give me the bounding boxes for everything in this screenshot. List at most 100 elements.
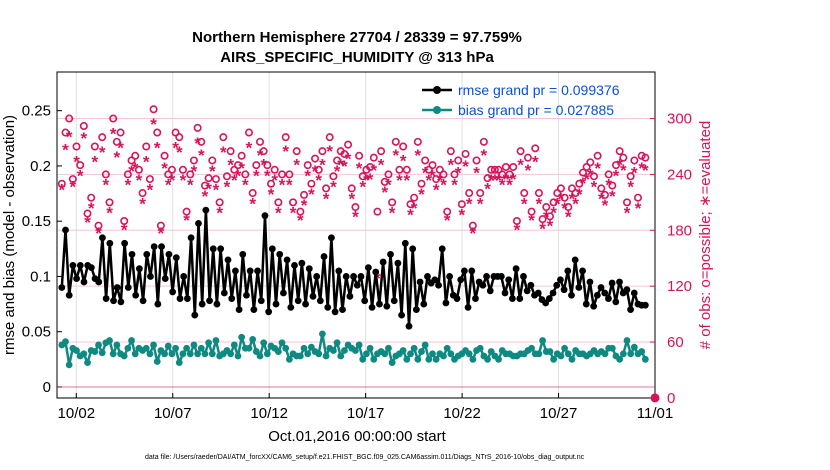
bias-point xyxy=(80,350,88,358)
footnote: data file: /Users/raeder/DAI/ATM_forcXX/… xyxy=(145,454,585,461)
rmse-point xyxy=(383,302,391,310)
obs-possible-point xyxy=(211,175,220,184)
bias-point xyxy=(124,344,132,352)
obs-evaluated-point: * xyxy=(143,152,150,171)
legend: rmse grand pr = 0.099376 bias grand pr =… xyxy=(422,82,620,118)
obs-evaluated-point: * xyxy=(235,166,242,185)
obs-evaluated-point: * xyxy=(297,211,304,230)
rmse-point xyxy=(564,267,572,275)
bias-point xyxy=(234,352,242,360)
obs-evaluated-point: * xyxy=(429,166,436,185)
bias-point xyxy=(337,352,345,360)
bias-point xyxy=(363,350,370,358)
obs-evaluated-point: * xyxy=(183,211,190,230)
obs-possible-point xyxy=(505,170,514,179)
rmse-point xyxy=(113,284,121,291)
obs-possible-point xyxy=(461,149,470,158)
obs-possible-point xyxy=(79,122,88,131)
obs-possible-point xyxy=(259,147,268,156)
obs-possible-point xyxy=(406,200,415,209)
obs-evaluated-point: * xyxy=(503,170,510,189)
obs-evaluated-point: * xyxy=(635,199,642,218)
y-right-tick-label-4: 240 xyxy=(667,166,692,183)
bias-point xyxy=(131,350,139,358)
rmse-point xyxy=(291,261,298,269)
bias-point xyxy=(352,347,359,354)
obs-possible-point xyxy=(274,198,283,207)
obs-evaluated-point: * xyxy=(257,146,264,165)
obs-evaluated-point: * xyxy=(216,204,223,223)
bias-point xyxy=(341,347,348,354)
obs-possible-point xyxy=(479,137,488,146)
bias-point xyxy=(172,344,179,352)
obs-possible-point xyxy=(410,193,419,202)
obs-possible-point xyxy=(593,151,602,160)
bias-point xyxy=(146,350,154,358)
bias-point xyxy=(484,355,491,363)
bias-point xyxy=(62,338,69,346)
obs-evaluated-point: * xyxy=(348,190,355,209)
obs-evaluated-point: * xyxy=(514,220,521,239)
rmse-point xyxy=(309,292,317,300)
obs-evaluated-point: * xyxy=(418,185,425,204)
bias-point xyxy=(557,352,565,360)
bias-point xyxy=(443,344,451,352)
bias-point xyxy=(410,344,418,352)
bias-point xyxy=(425,355,433,363)
rmse-point xyxy=(217,245,225,253)
bias-point xyxy=(208,350,216,358)
obs-evaluated-point: * xyxy=(319,155,326,174)
bias-point xyxy=(282,344,290,352)
obs-evaluated-point: * xyxy=(128,162,135,181)
obs-possible-point xyxy=(355,151,364,160)
rmse-point xyxy=(453,295,461,302)
obs-evaluated-point: * xyxy=(103,176,110,195)
obs-possible-point xyxy=(186,170,195,179)
obs-possible-point xyxy=(531,144,540,153)
obs-possible-point xyxy=(215,198,224,207)
obs-evaluated-point: * xyxy=(466,194,473,213)
obs-possible-point xyxy=(457,200,466,209)
obs-evaluated-point: * xyxy=(385,176,392,195)
obs-possible-point xyxy=(476,189,485,198)
y-right-axis-ticks: 0 60 120 180 240 300 xyxy=(650,111,692,407)
rmse-point xyxy=(161,275,169,283)
obs-possible-point xyxy=(501,162,510,171)
obs-end-marker xyxy=(650,393,660,403)
bias-point xyxy=(616,355,624,363)
bias-point xyxy=(627,350,635,358)
obs-evaluated-point: * xyxy=(561,199,568,218)
obs-possible-point xyxy=(289,198,298,207)
obs-possible-point xyxy=(439,170,448,179)
obs-evaluated-point: * xyxy=(95,224,102,243)
obs-evaluated-point: * xyxy=(136,171,143,190)
obs-possible-series xyxy=(57,105,650,230)
rmse-point xyxy=(527,281,535,289)
bias-point xyxy=(366,344,374,352)
rmse-point xyxy=(139,297,147,305)
obs-possible-point xyxy=(109,114,118,123)
obs-evaluated-point: * xyxy=(238,159,245,178)
obs-evaluated-point: * xyxy=(422,164,429,183)
x-tick-label-5: 10/27 xyxy=(540,405,578,422)
obs-evaluated-point: * xyxy=(620,161,627,180)
obs-possible-point xyxy=(340,149,349,158)
obs-evaluated-point: * xyxy=(194,134,201,153)
y-tick-label-2: 0.1 xyxy=(30,268,51,285)
obs-evaluated-point: * xyxy=(426,171,433,190)
obs-possible-point xyxy=(417,179,426,188)
obs-evaluated-point: * xyxy=(253,166,260,185)
bias-point xyxy=(109,350,117,358)
obs-evaluated-point: * xyxy=(403,171,410,190)
obs-evaluated-point: * xyxy=(92,152,99,171)
obs-possible-point xyxy=(578,168,587,177)
bias-point xyxy=(641,355,649,363)
obs-evaluated-point: * xyxy=(121,220,128,239)
obs-evaluated-point: * xyxy=(642,161,649,180)
bias-point xyxy=(164,342,172,350)
obs-possible-point xyxy=(267,179,276,188)
bias-point xyxy=(399,347,407,354)
obs-evaluated-point: * xyxy=(282,142,289,161)
rmse-point xyxy=(409,245,417,253)
obs-evaluated-point: * xyxy=(627,178,634,197)
